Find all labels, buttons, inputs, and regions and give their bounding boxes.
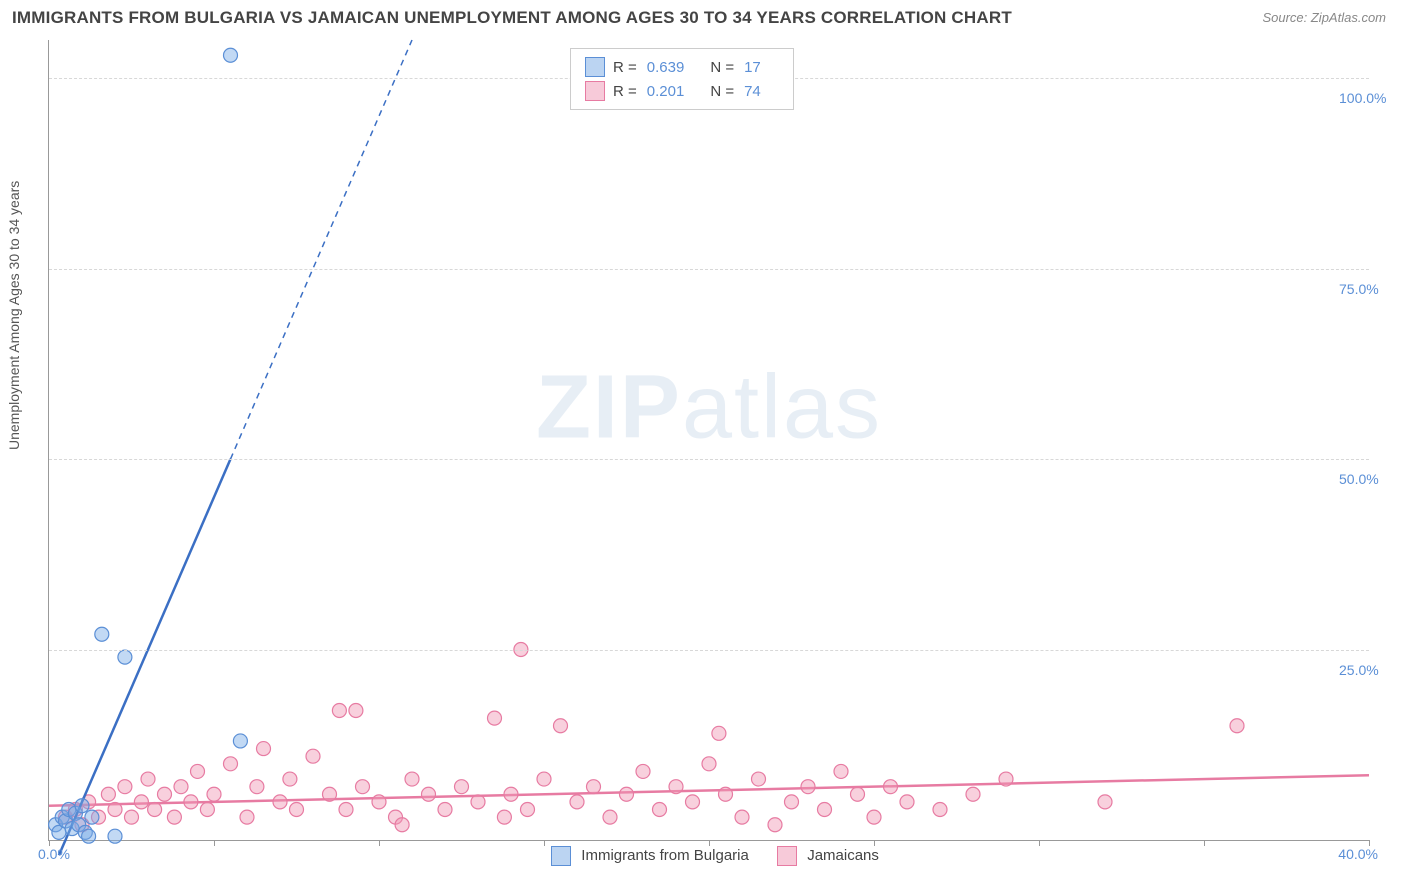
swatch-blue-icon	[585, 57, 605, 77]
plot-area: ZIPatlas 25.0%50.0%75.0%100.0%	[48, 40, 1369, 841]
correlation-legend: R = 0.639 N = 17 R = 0.201 N = 74	[570, 48, 794, 110]
series-legend: Immigrants from Bulgaria Jamaicans	[0, 846, 1406, 866]
r-label: R =	[613, 59, 637, 76]
y-axis-label: Unemployment Among Ages 30 to 34 years	[6, 181, 22, 450]
chart-title: IMMIGRANTS FROM BULGARIA VS JAMAICAN UNE…	[12, 8, 1012, 28]
legend-row-bulgaria: R = 0.639 N = 17	[585, 55, 779, 79]
n-label: N =	[710, 59, 734, 76]
y-tick-label: 100.0%	[1339, 90, 1406, 106]
gridline	[49, 650, 1369, 651]
y-tick-label: 50.0%	[1339, 471, 1406, 487]
legend-label-jamaicans: Jamaicans	[807, 847, 879, 864]
y-tick-label: 25.0%	[1339, 662, 1406, 678]
n-value-bulgaria: 17	[744, 59, 761, 76]
r-label: R =	[613, 83, 637, 100]
source-attribution: Source: ZipAtlas.com	[1262, 10, 1386, 25]
gridline	[49, 269, 1369, 270]
swatch-blue-icon	[551, 846, 571, 866]
r-value-bulgaria: 0.639	[647, 59, 685, 76]
swatch-pink-icon	[585, 81, 605, 101]
swatch-pink-icon	[777, 846, 797, 866]
n-value-jamaicans: 74	[744, 83, 761, 100]
gridline	[49, 459, 1369, 460]
legend-row-jamaicans: R = 0.201 N = 74	[585, 79, 779, 103]
legend-label-bulgaria: Immigrants from Bulgaria	[581, 847, 749, 864]
y-tick-label: 75.0%	[1339, 281, 1406, 297]
r-value-jamaicans: 0.201	[647, 83, 685, 100]
scatter-svg	[49, 40, 1369, 840]
n-label: N =	[710, 83, 734, 100]
